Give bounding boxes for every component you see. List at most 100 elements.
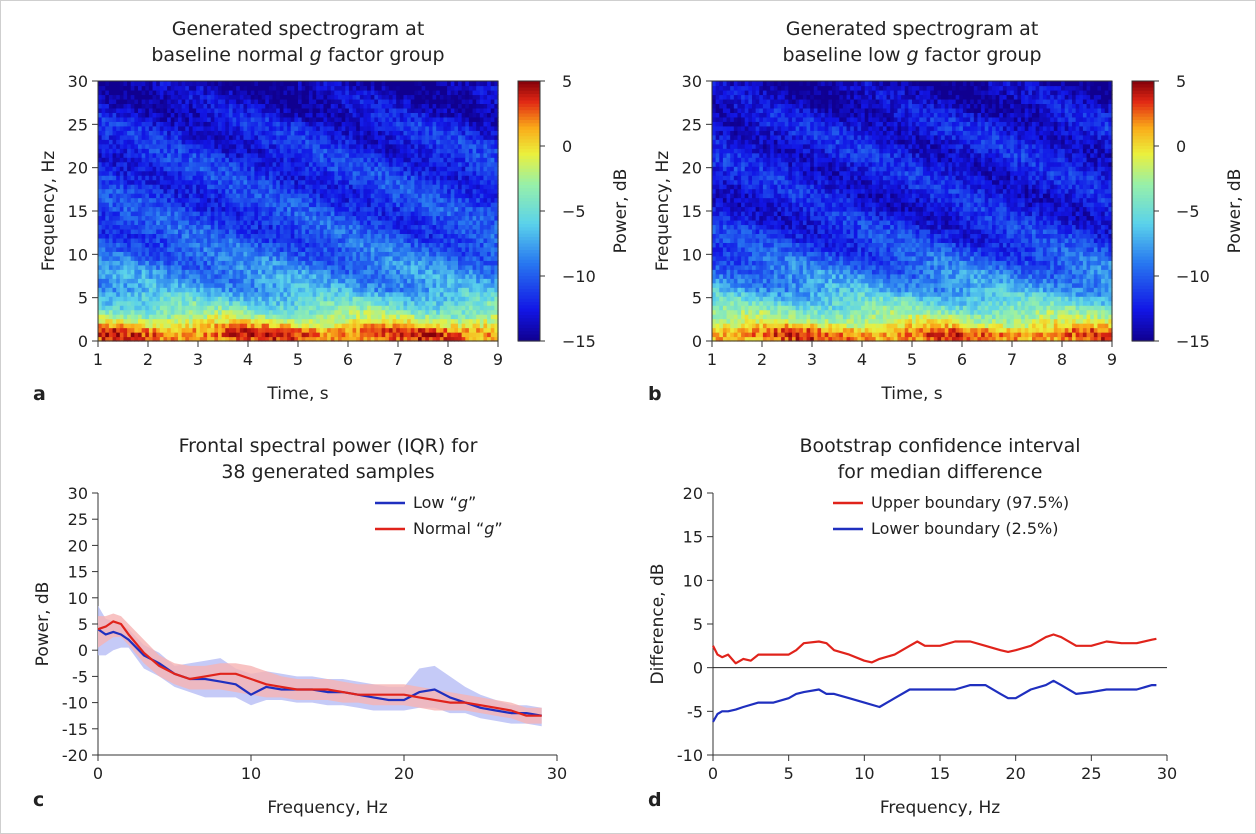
heatmap-cell [294, 246, 299, 252]
heatmap-cell [239, 143, 245, 149]
heatmap-cell [447, 278, 452, 284]
heatmap-cell [465, 296, 470, 302]
heatmap-cell [178, 206, 183, 212]
heatmap-cell [345, 139, 350, 145]
heatmap-cell [116, 219, 121, 226]
heatmap-cell [127, 269, 132, 275]
heatmap-cell [348, 336, 354, 342]
heatmap-cell [98, 215, 103, 221]
heatmap-cell [407, 228, 412, 235]
heatmap-cell [239, 228, 245, 235]
heatmap-cell [290, 287, 295, 293]
heatmap-cell [196, 193, 201, 199]
heatmap-cell [265, 148, 270, 154]
heatmap-cell [196, 219, 201, 226]
heatmap-cell [301, 139, 306, 145]
heatmap-cell [163, 179, 168, 185]
heatmap-cell [392, 246, 397, 252]
heatmap-cell [228, 161, 234, 167]
heatmap-cell [108, 161, 114, 167]
heatmap-cell [468, 291, 474, 297]
heatmap-cell [348, 184, 354, 190]
heatmap-cell [461, 309, 466, 315]
heatmap-cell [159, 237, 165, 243]
heatmap-cell [418, 314, 423, 320]
heatmap-cell [465, 139, 470, 145]
heatmap-cell [352, 148, 357, 154]
heatmap-cell [268, 215, 274, 221]
heatmap-cell [265, 291, 270, 297]
heatmap-cell [156, 323, 161, 329]
heatmap-cell [101, 211, 106, 217]
heatmap-cell [178, 166, 183, 172]
heatmap-cell [188, 327, 194, 333]
heatmap-cell [334, 143, 339, 149]
heatmap-cell [287, 152, 292, 158]
heatmap-cell [494, 157, 499, 163]
heatmap-cell [203, 300, 208, 306]
heatmap-cell [236, 157, 241, 163]
heatmap-cell [494, 202, 499, 208]
heatmap-cell [410, 242, 415, 248]
heatmap-cell [290, 291, 295, 297]
heatmap-cell [414, 237, 419, 243]
heatmap-cell [323, 300, 328, 306]
heatmap-cell [283, 336, 288, 342]
heatmap-cell [254, 188, 259, 194]
heatmap-cell [174, 318, 179, 324]
heatmap-cell [483, 309, 488, 315]
heatmap-cell [305, 323, 310, 329]
heatmap-cell [145, 264, 150, 270]
heatmap-cell [487, 197, 492, 203]
heatmap-cell [170, 327, 175, 333]
heatmap-cell [461, 219, 466, 226]
heatmap-cell [476, 287, 481, 293]
heatmap-cell [98, 134, 103, 140]
heatmap-cell [247, 202, 252, 208]
heatmap-cell [243, 273, 248, 279]
heatmap-cell [490, 318, 495, 324]
heatmap-cell [218, 323, 223, 329]
heatmap-cell [425, 211, 430, 217]
heatmap-cell [403, 228, 408, 235]
heatmap-cell [476, 206, 481, 212]
heatmap-cell [185, 157, 190, 163]
heatmap-cell [319, 282, 325, 288]
heatmap-cell [159, 179, 165, 185]
heatmap-cell [334, 211, 339, 217]
heatmap-cell [207, 215, 212, 221]
heatmap-cell [378, 224, 383, 230]
heatmap-cell [367, 336, 372, 342]
heatmap-cell [458, 269, 463, 275]
heatmap-cell [98, 175, 103, 181]
heatmap-cell [341, 197, 346, 203]
heatmap-cell [159, 332, 165, 338]
heatmap-cell [156, 184, 161, 190]
heatmap-cell [138, 242, 143, 248]
heatmap-cell [123, 287, 128, 293]
heatmap-cell [374, 242, 379, 248]
heatmap-cell [134, 251, 139, 257]
heatmap-cell [112, 152, 117, 158]
heatmap-cell [210, 273, 215, 279]
heatmap-cell [152, 264, 157, 270]
heatmap-cell [327, 318, 332, 324]
heatmap-cell [316, 255, 321, 261]
heatmap-cell [370, 323, 375, 329]
heatmap-cell [188, 260, 194, 266]
heatmap-cell [370, 282, 375, 288]
heatmap-cell [221, 278, 226, 284]
heatmap-cell [148, 260, 154, 266]
heatmap-cell [276, 246, 281, 252]
heatmap-cell [359, 157, 365, 163]
heatmap-cell [185, 206, 190, 212]
heatmap-cell [196, 309, 201, 315]
heatmap-cell [283, 264, 288, 270]
heatmap-cell [185, 246, 190, 252]
heatmap-cell [272, 237, 277, 243]
heatmap-cell [207, 291, 212, 297]
heatmap-cell [436, 300, 441, 306]
heatmap-cell [298, 211, 303, 217]
heatmap-cell [461, 251, 466, 257]
heatmap-cell [203, 219, 208, 226]
